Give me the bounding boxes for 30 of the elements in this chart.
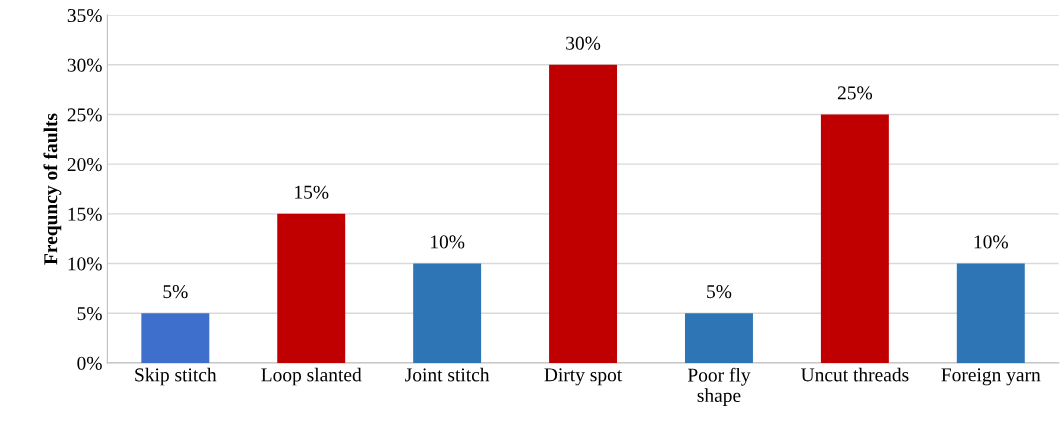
x-tick-label: Foreign yarn [941,368,1041,386]
x-tick-label: Uncut threads [801,367,909,382]
x-tick-label: Loop slanted [261,367,362,386]
data-label: 5% [707,285,732,299]
y-tick-label: 5% [77,307,102,321]
data-label: 30% [566,36,601,50]
y-tick-label: 20% [67,157,102,172]
bar [277,213,346,363]
data-label: 10% [431,235,465,249]
x-tick-label: Dirty spot [544,368,623,386]
data-label: 15% [295,185,329,199]
bar [549,64,618,363]
y-tick-label: 0% [77,356,102,370]
data-label: 5% [163,285,188,299]
y-tick-label: 35% [67,8,102,23]
y-tick-label: 15% [68,207,102,221]
bar [413,263,482,363]
x-tick-label: Poor fly shape [687,367,751,406]
y-tick-label: 30% [67,58,102,72]
bar [820,114,889,363]
x-tick-label: Skip stitch [135,367,217,386]
y-tick-label: 10% [68,257,102,271]
data-label: 25% [837,86,873,100]
y-axis-title: Frequncy of faults [43,113,62,265]
bar [141,313,210,363]
bar [956,263,1025,363]
y-tick-label: 25% [67,108,102,122]
bar [684,313,753,363]
data-label: 10% [974,235,1008,249]
x-tick-label: Joint stitch [405,367,490,382]
